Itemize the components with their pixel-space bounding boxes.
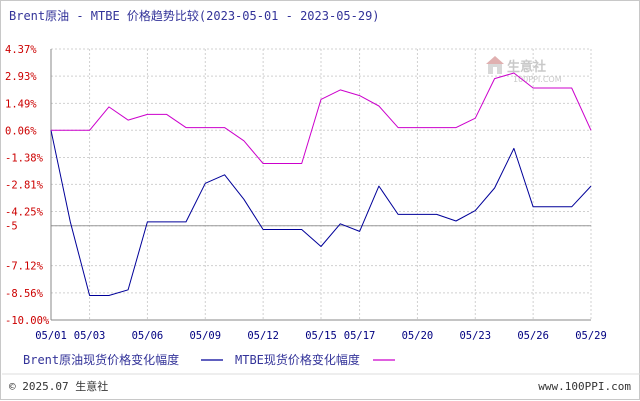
watermark: 生意社 100PPI.COM bbox=[486, 56, 562, 84]
y-tick-label: -2.81% bbox=[5, 179, 44, 191]
legend-label-brent: Brent原油现货价格变化幅度 bbox=[23, 352, 179, 367]
grid-lines bbox=[50, 48, 592, 321]
y-tick-label: 2.93% bbox=[5, 71, 37, 83]
y-tick-label: -5 bbox=[5, 221, 18, 233]
x-tick-label: 05/17 bbox=[344, 330, 376, 342]
x-tick-labels: 05/01 05/03 05/06 05/09 05/12 05/15 05/17 05/20… bbox=[35, 330, 607, 342]
x-tick-label: 05/23 bbox=[459, 330, 491, 342]
y-tick-label: -10.00% bbox=[5, 315, 50, 327]
axes bbox=[50, 49, 591, 321]
x-tick-label: 05/03 bbox=[74, 330, 106, 342]
house-logo-icon bbox=[486, 56, 504, 74]
y-tick-label: -1.38% bbox=[5, 152, 44, 164]
x-tick-label: 05/15 bbox=[305, 330, 337, 342]
y-tick-label: 0.06% bbox=[5, 125, 37, 137]
y-tick-label: 1.49% bbox=[5, 98, 37, 110]
x-tick-label: 05/29 bbox=[575, 330, 607, 342]
legend: Brent原油现货价格变化幅度 MTBE现货价格变化幅度 bbox=[23, 352, 395, 367]
y-tick-label: -4.25% bbox=[5, 207, 44, 219]
x-tick-label: 05/26 bbox=[517, 330, 549, 342]
series-line-mtbe bbox=[51, 72, 592, 164]
x-tick-label: 05/12 bbox=[247, 330, 279, 342]
footer-copyright: © 2025.07 生意社 bbox=[9, 379, 108, 393]
y-tick-label: 4.37% bbox=[5, 44, 37, 56]
x-tick-label: 05/06 bbox=[132, 330, 164, 342]
x-tick-label: 05/01 bbox=[35, 330, 67, 342]
y-tick-label: -7.12% bbox=[5, 261, 44, 273]
footer-website: www.100PPI.com bbox=[538, 380, 631, 393]
legend-label-mtbe: MTBE现货价格变化幅度 bbox=[235, 352, 360, 367]
watermark-url: 100PPI.COM bbox=[513, 75, 562, 84]
series-lines bbox=[50, 72, 592, 296]
x-tick-label: 05/09 bbox=[189, 330, 221, 342]
series-line-brent bbox=[50, 130, 592, 296]
watermark-name: 生意社 bbox=[507, 59, 546, 75]
chart-title: Brent原油 - MTBE 价格趋势比较(2023-05-01 - 2023-… bbox=[9, 8, 380, 23]
x-tick-label: 05/20 bbox=[402, 330, 434, 342]
y-tick-labels: 4.37% 2.93% 1.49% 0.06% -1.38% -2.81% -4.25% -5… bbox=[5, 44, 50, 327]
y-tick-label: -8.56% bbox=[5, 288, 44, 300]
